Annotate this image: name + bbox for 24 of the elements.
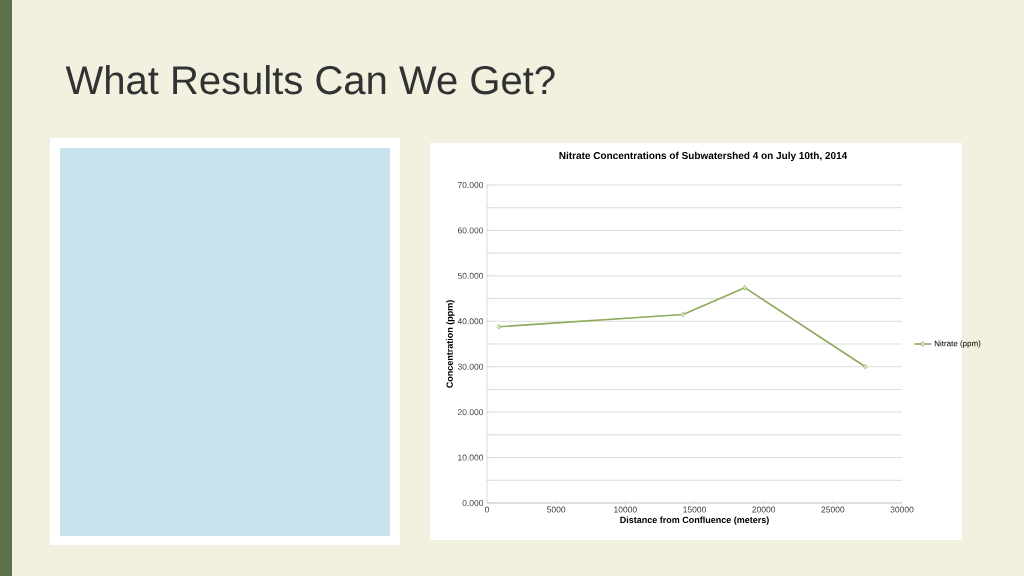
x-axis-title: Distance from Confluence (meters) xyxy=(620,516,769,525)
y-tick-label: 0.000 xyxy=(462,500,484,506)
chart-title: What Results Can We Get? xyxy=(65,65,555,95)
y-tick-label: 60.000 xyxy=(457,227,484,234)
y-tick-label: 20.000 xyxy=(457,409,484,416)
legend-label: Nitrate (ppm) xyxy=(934,340,981,348)
x-tick-label: 0 xyxy=(484,506,490,513)
point xyxy=(680,311,686,318)
y-tick-label: 50.000 xyxy=(457,272,484,279)
point xyxy=(742,284,747,291)
y-tick-label: 70.000 xyxy=(457,182,484,188)
point xyxy=(496,323,502,330)
x-tick-label: 5000 xyxy=(547,506,566,513)
x-tick-label: 15000 xyxy=(683,506,706,513)
y-axis-title: Concentration (ppm) xyxy=(446,300,455,388)
x-tick-label: 20000 xyxy=(752,506,776,513)
y-tick-label: 10.000 xyxy=(458,454,484,461)
point xyxy=(863,363,868,370)
y-tick-label: 40.000 xyxy=(457,318,484,325)
x-tick-label: 10000 xyxy=(614,506,637,513)
x-tick-label: 25000 xyxy=(821,506,845,513)
chart-subtitle: Nitrate Concentrations of Subwatershed 4 on July 10th, 2014 xyxy=(559,151,848,162)
y-tick-label: 30.000 xyxy=(457,363,484,370)
x-tick-label: 30000 xyxy=(890,506,914,513)
